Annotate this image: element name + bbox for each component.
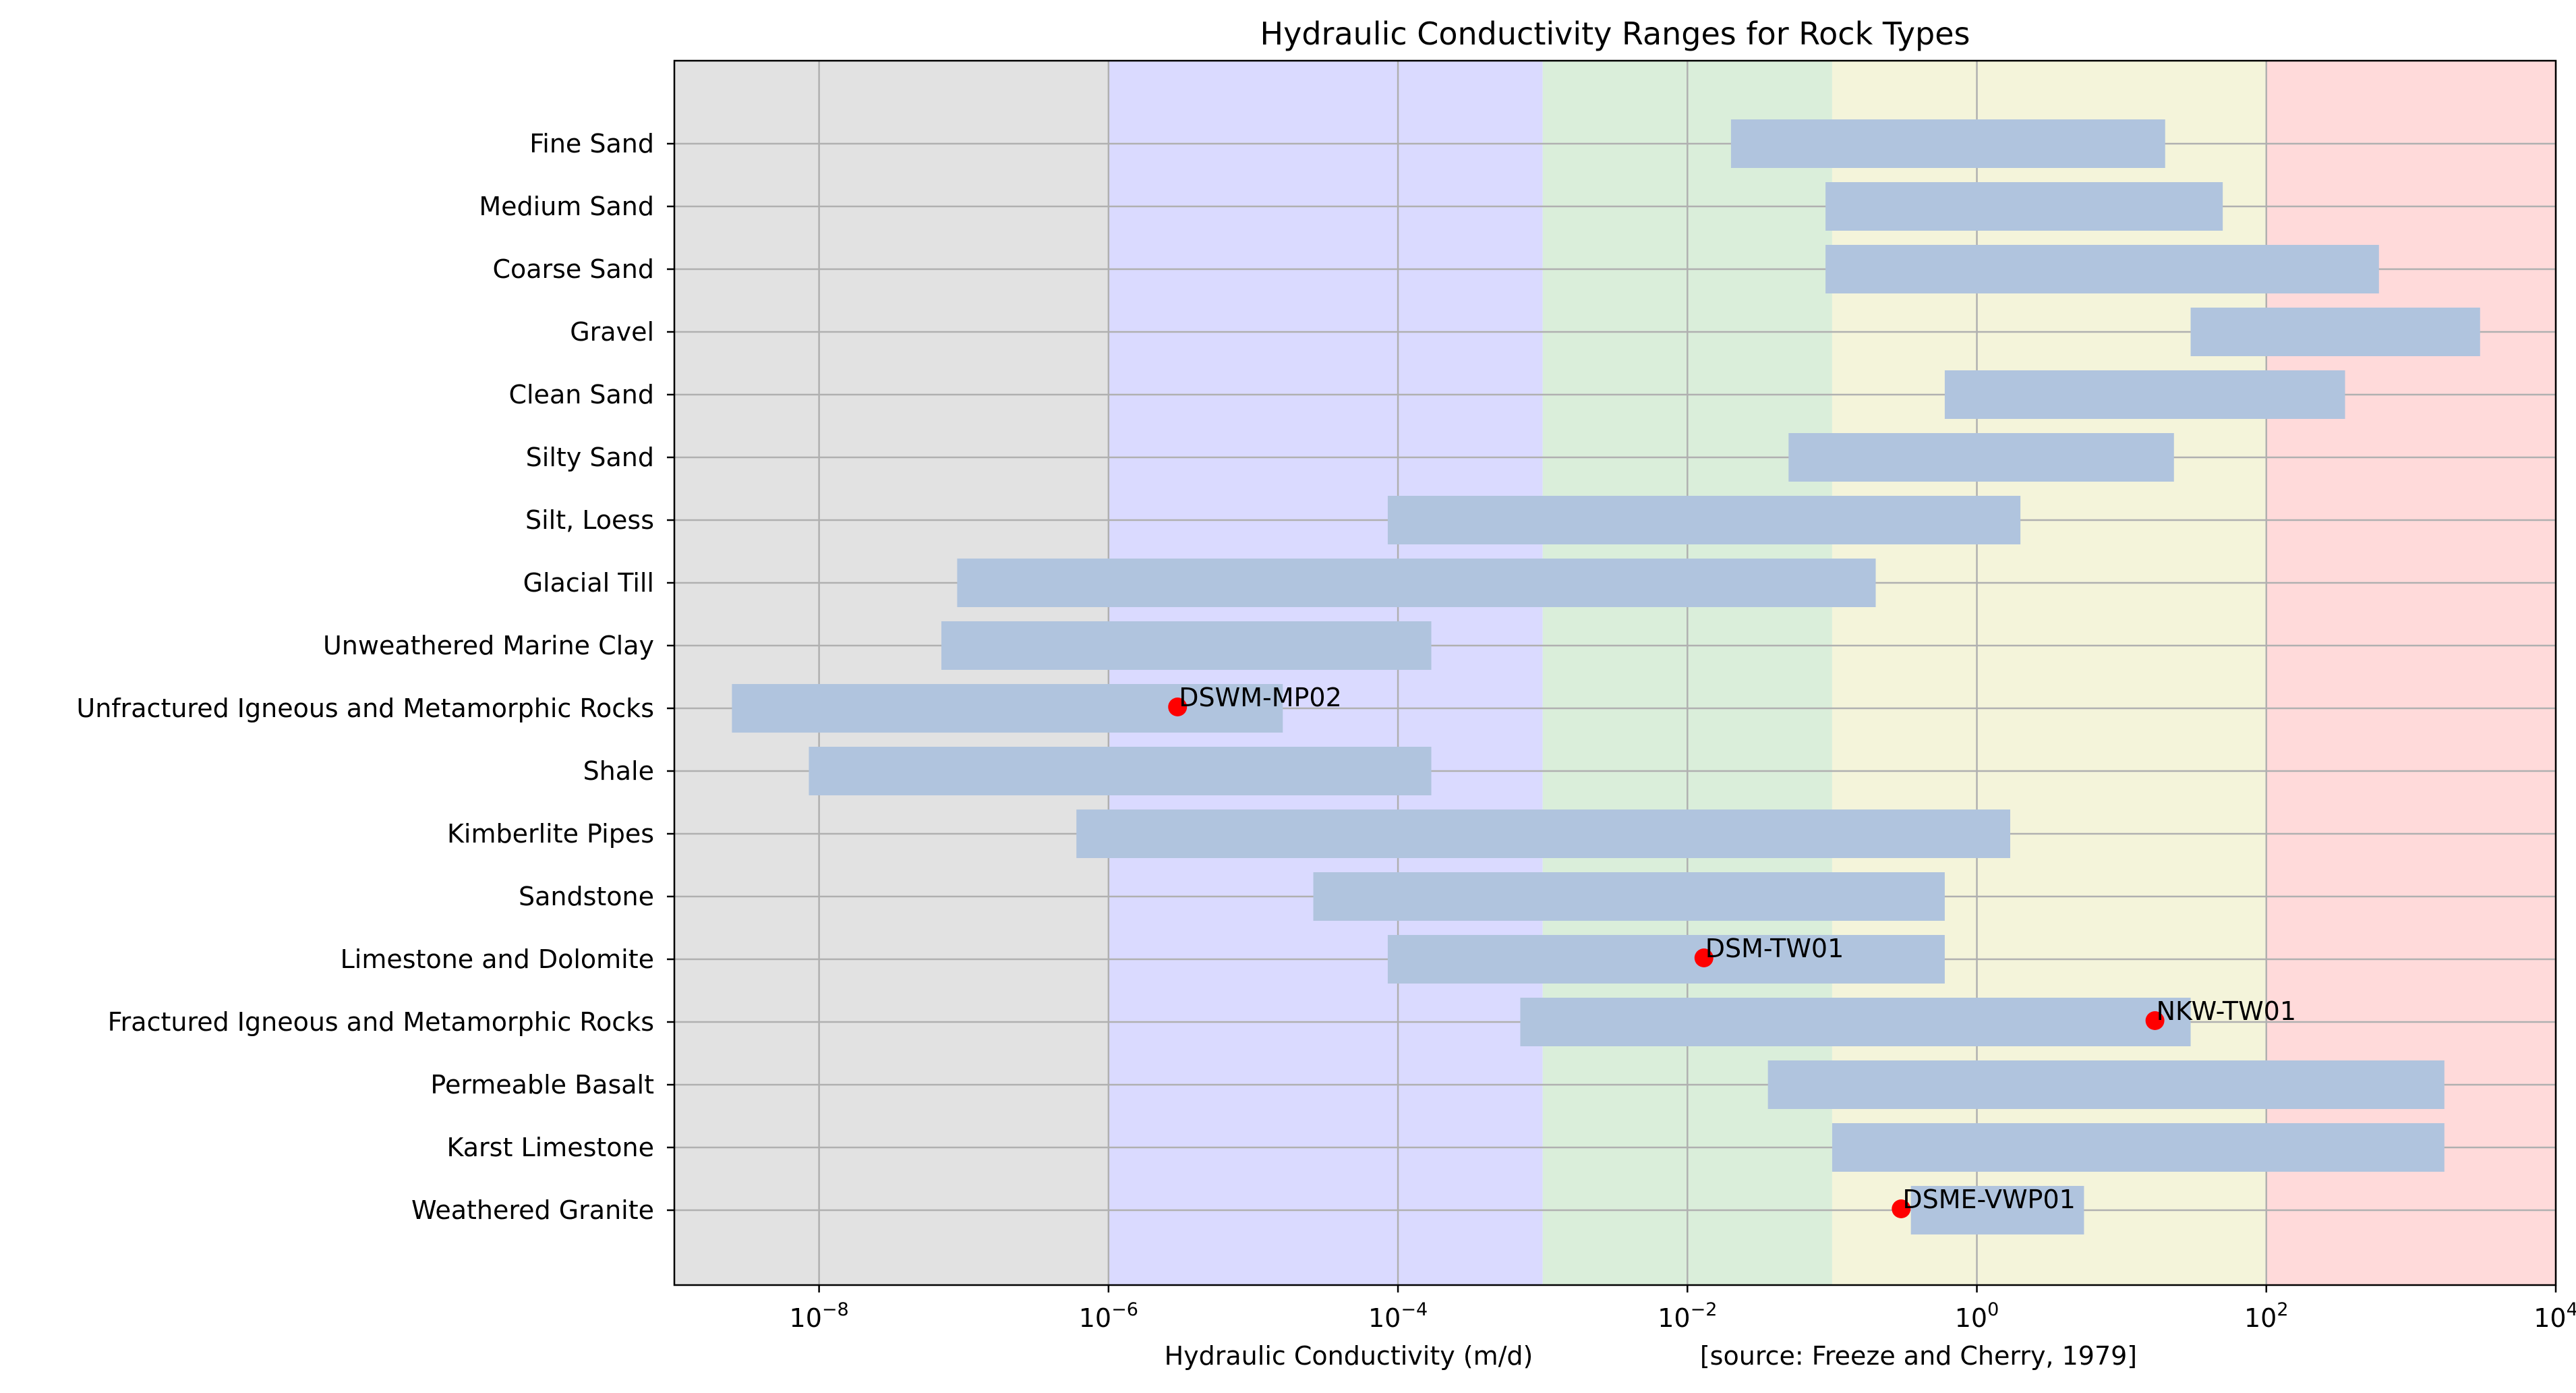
x-axis-label: Hydraulic Conductivity (m/d) [1165, 1341, 1533, 1371]
range-bar [1767, 1060, 2445, 1109]
source-note: [source: Freeze and Cherry, 1979] [1700, 1341, 2137, 1371]
well-point-label: DSWM-MP02 [1179, 683, 1342, 712]
range-bar [1788, 433, 2174, 482]
background-band-2 [1108, 61, 1543, 1285]
y-tick-label: Weathered Granite [411, 1195, 654, 1225]
well-point-label: DSME-VWP01 [1902, 1185, 2076, 1214]
range-bar [1825, 245, 2379, 293]
range-bar [957, 559, 1876, 607]
x-tick-label: 102 [2244, 1299, 2289, 1333]
range-bar [1825, 182, 2223, 231]
range-bar [1910, 1186, 2084, 1234]
x-tick-label: 10−4 [1368, 1299, 1428, 1333]
range-bar [1387, 496, 2021, 544]
well-points: DSWM-MP02 DSM-TW01 NKW-TW01 DSME-VWP01 [1168, 683, 2296, 1218]
y-tick-label: Limestone and Dolomite [341, 944, 654, 974]
x-tick-label: 10−8 [790, 1299, 849, 1333]
range-bar [1313, 872, 1945, 921]
x-tick-label: 10−2 [1658, 1299, 1717, 1333]
well-point-label: NKW-TW01 [2157, 996, 2296, 1026]
range-bar [1832, 1123, 2445, 1172]
x-tick-label: 104 [2534, 1299, 2576, 1333]
well-point-marker [2145, 1011, 2165, 1030]
range-bar [941, 621, 1432, 670]
well-point-marker [1892, 1199, 1911, 1218]
range-bar [732, 684, 1283, 733]
x-tick-label: 10−6 [1079, 1299, 1138, 1333]
x-tick-label: 100 [1955, 1299, 1999, 1333]
y-tick-label: Kimberlite Pipes [447, 819, 654, 849]
well-point-marker [1168, 698, 1188, 716]
y-tick-label: Glacial Till [523, 568, 654, 598]
y-tick-label: Silty Sand [526, 443, 654, 472]
y-tick-label: Permeable Basalt [430, 1070, 654, 1100]
y-tick-label: Unweathered Marine Clay [323, 631, 654, 660]
axis-ticks: Fine Sand Medium Sand Coarse Sand Gravel Cle… [76, 129, 2576, 1333]
y-tick-label: Silt, Loess [525, 505, 654, 535]
range-bar [1387, 935, 1945, 984]
range-bar [2190, 308, 2480, 356]
background-band-1 [674, 61, 1109, 1285]
plot-frame [673, 59, 2557, 1286]
y-tick-label: Unfractured Igneous and Metamorphic Rock… [76, 693, 654, 723]
y-tick-label: Clean Sand [508, 380, 654, 409]
y-tick-label: Gravel [570, 317, 654, 347]
well-point-label: DSM-TW01 [1705, 934, 1844, 963]
y-tick-label: Shale [583, 756, 654, 786]
chart-title: Hydraulic Conductivity Ranges for Rock T… [1260, 16, 1970, 52]
range-bar [1944, 370, 2345, 419]
range-bar [1076, 809, 2010, 858]
range-bar [1730, 119, 2165, 168]
y-tick-label: Fractured Igneous and Metamorphic Rocks [108, 1007, 654, 1037]
y-tick-label: Karst Limestone [447, 1133, 654, 1162]
y-tick-label: Medium Sand [479, 192, 654, 221]
y-tick-label: Sandstone [519, 882, 654, 911]
range-bar [1520, 998, 2191, 1046]
range-bar [809, 747, 1432, 795]
well-point-marker [1694, 948, 1714, 967]
range-bars [732, 119, 2480, 1234]
y-tick-label: Fine Sand [529, 129, 654, 159]
y-tick-label: Coarse Sand [492, 254, 654, 284]
